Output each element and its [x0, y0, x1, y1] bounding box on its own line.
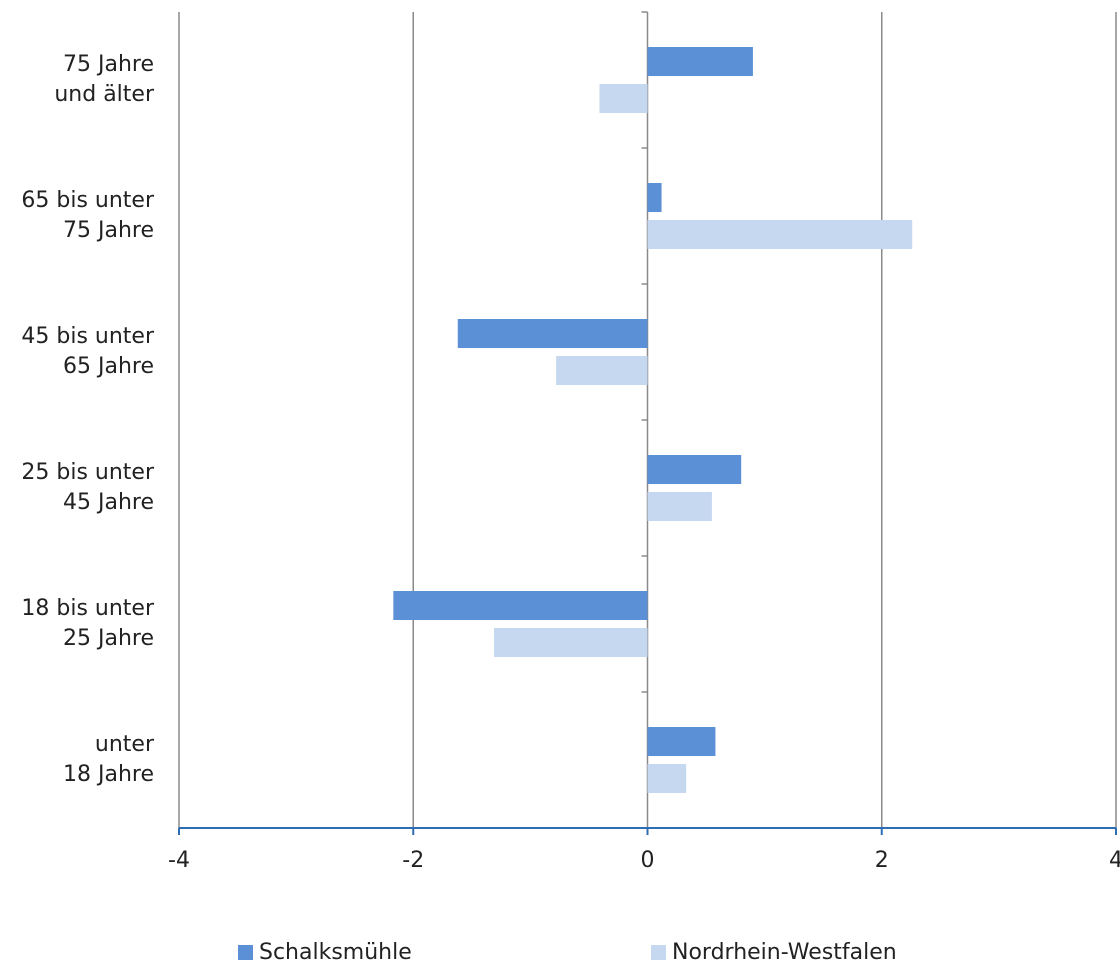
legend-item-nrw: Nordrhein-Westfalen — [651, 940, 897, 965]
x-tick-label: -2 — [402, 848, 425, 873]
bar-nrw-1 — [647, 220, 913, 249]
category-label: 25 bis unter 45 Jahre — [21, 460, 154, 515]
category-label: 45 bis unter 65 Jahre — [21, 324, 154, 379]
bar-nrw-3 — [647, 492, 712, 521]
legend-item-schalksmuehle: Schalksmühle — [238, 940, 412, 965]
category-label: 65 bis unter 75 Jahre — [21, 188, 154, 243]
x-tick-label: 4 — [1109, 848, 1120, 873]
legend-swatch-schalksmuehle — [238, 945, 253, 960]
category-label: 75 Jahre und älter — [54, 52, 154, 107]
legend-label-schalksmuehle: Schalksmühle — [259, 940, 412, 965]
bar-nrw-0 — [599, 84, 648, 113]
bar-nrw-5 — [647, 764, 687, 793]
bar-schalksmuehle-1 — [647, 183, 662, 212]
x-tick-label: -4 — [168, 848, 190, 873]
legend-label-nrw: Nordrhein-Westfalen — [672, 940, 897, 965]
bar-schalksmuehle-0 — [647, 47, 753, 76]
category-label: unter 18 Jahre — [63, 732, 154, 787]
bar-schalksmuehle-4 — [393, 591, 648, 620]
legend-swatch-nrw — [651, 945, 666, 960]
bar-nrw-4 — [494, 628, 648, 657]
x-tick-label: 0 — [640, 848, 655, 873]
bar-schalksmuehle-2 — [457, 319, 648, 348]
category-label: 18 bis unter 25 Jahre — [21, 596, 154, 651]
bar-nrw-2 — [556, 356, 648, 385]
bar-schalksmuehle-5 — [647, 727, 716, 756]
bar-schalksmuehle-3 — [647, 455, 742, 484]
x-tick-label: 2 — [874, 848, 889, 873]
